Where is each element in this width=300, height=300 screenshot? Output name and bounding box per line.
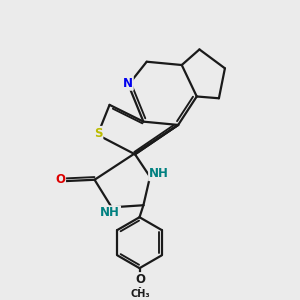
Text: O: O xyxy=(135,273,145,286)
Text: NH: NH xyxy=(149,167,169,180)
Text: N: N xyxy=(123,77,133,90)
Text: O: O xyxy=(55,173,65,186)
Text: NH: NH xyxy=(100,206,120,219)
Text: S: S xyxy=(94,127,102,140)
Text: CH₃: CH₃ xyxy=(130,289,150,298)
